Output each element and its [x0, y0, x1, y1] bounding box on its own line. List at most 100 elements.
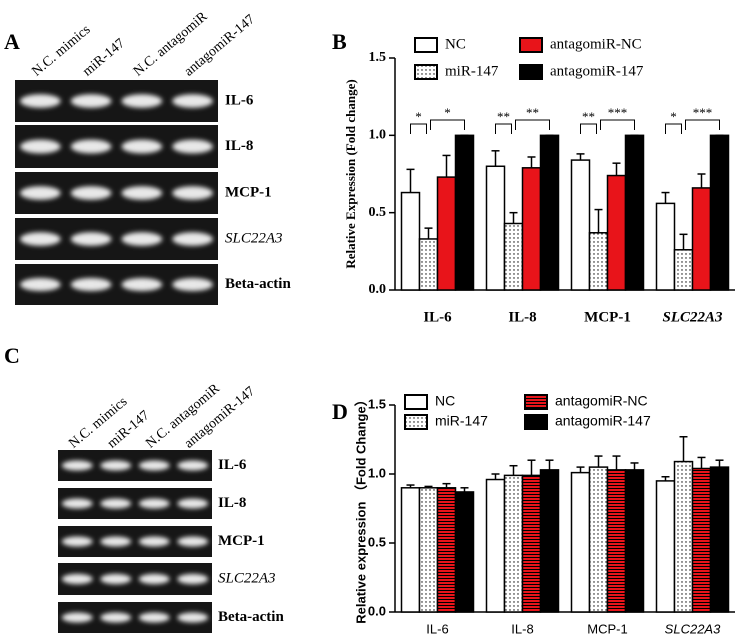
- y-tick-label: 1.5: [368, 396, 386, 411]
- bar: [418, 487, 439, 613]
- bar: [691, 467, 712, 613]
- significance-bracket: [515, 119, 550, 130]
- bar: [624, 134, 645, 291]
- legend-swatch: [519, 64, 543, 80]
- panel-label: D: [332, 399, 348, 424]
- significance-label: **: [582, 109, 595, 124]
- gel-band: [70, 232, 112, 246]
- bar: [454, 134, 475, 291]
- x-tick-label: MCP-1: [587, 621, 627, 636]
- legend-label: NC: [435, 393, 455, 409]
- significance-bracket: [600, 119, 635, 130]
- y-tick-label: 0.5: [368, 534, 386, 549]
- x-tick-label: SLC22A3: [665, 621, 721, 636]
- legend-swatch: [404, 394, 428, 410]
- gel-band: [172, 94, 213, 108]
- bar: [539, 134, 560, 291]
- significance-bracket: [685, 119, 720, 130]
- bar: [570, 471, 591, 613]
- gene-label: SLC22A3: [225, 230, 283, 246]
- x-tick-label: IL-6: [423, 309, 452, 325]
- gel-band: [20, 94, 61, 108]
- gene-label: IL-6: [218, 457, 247, 473]
- bar: [588, 232, 609, 291]
- bar: [521, 167, 542, 291]
- gel-band: [177, 536, 209, 547]
- bar: [709, 134, 730, 291]
- legend-swatch: [414, 37, 438, 53]
- bar: [418, 238, 439, 291]
- gel-band: [121, 186, 163, 200]
- gel-band: [100, 498, 132, 509]
- bar: [691, 187, 712, 291]
- legend-label: antagomiR-147: [550, 63, 644, 79]
- bar: [673, 249, 694, 291]
- gel-band: [138, 498, 170, 509]
- gel-band: [20, 186, 61, 200]
- panel-label: C: [4, 343, 20, 368]
- legend-label: antagomiR-147: [555, 413, 651, 429]
- gel-band: [100, 536, 132, 547]
- y-tick-label: 0.0: [368, 603, 386, 618]
- significance-bracket: [665, 123, 682, 134]
- gel-band: [70, 94, 112, 108]
- significance-bracket: [410, 123, 427, 134]
- significance-bracket: [580, 123, 597, 134]
- significance-label: *: [444, 105, 451, 120]
- gene-label: IL-8: [225, 138, 253, 154]
- gel-band: [20, 232, 61, 246]
- y-tick-label: 1.0: [369, 128, 387, 143]
- y-tick-label: 0.0: [369, 282, 387, 297]
- bar: [606, 469, 627, 613]
- gel-band: [121, 139, 163, 154]
- gene-label: MCP-1: [225, 184, 272, 200]
- gel-band: [172, 277, 213, 292]
- gel-band: [20, 277, 61, 292]
- gel-band: [172, 186, 213, 200]
- gel-band: [177, 460, 209, 471]
- gel-band: [121, 232, 163, 246]
- significance-bracket: [495, 123, 512, 134]
- bar: [521, 474, 542, 613]
- gel-band: [20, 139, 61, 154]
- legend-swatch: [524, 414, 548, 430]
- gene-label: IL-8: [218, 495, 246, 511]
- gel-band: [61, 573, 93, 585]
- gene-label: Beta-actin: [218, 609, 284, 625]
- bar: [485, 478, 506, 613]
- gel-band: [172, 232, 213, 246]
- bar: [673, 460, 694, 613]
- gel-band: [177, 612, 209, 623]
- y-axis-title: Relative Expression (Fold change): [343, 79, 358, 268]
- legend-label: miR-147: [445, 63, 499, 79]
- bar: [503, 222, 524, 291]
- significance-label: **: [497, 109, 510, 124]
- legend-swatch: [519, 37, 543, 53]
- bar: [503, 474, 524, 613]
- gel-band: [121, 277, 163, 292]
- gel-band: [61, 498, 93, 509]
- y-tick-label: 0.5: [369, 205, 387, 220]
- bar: [539, 469, 560, 613]
- gel-band: [138, 536, 170, 547]
- x-tick-label: SLC22A3: [662, 309, 723, 325]
- bar: [655, 480, 676, 613]
- bar: [454, 491, 475, 613]
- gel-band: [138, 612, 170, 623]
- gel-band: [61, 460, 93, 471]
- bar: [436, 487, 457, 613]
- bar: [606, 174, 627, 291]
- y-tick-label: 1.0: [368, 465, 386, 480]
- gel-band: [177, 498, 209, 509]
- bar: [436, 176, 457, 291]
- gel-band: [172, 139, 213, 154]
- gene-label: IL-6: [225, 92, 254, 108]
- gel-band: [100, 573, 132, 585]
- gel-band: [100, 460, 132, 471]
- gel-band: [70, 277, 112, 292]
- bar: [400, 487, 421, 613]
- gene-label: MCP-1: [218, 533, 265, 549]
- legend-swatch: [524, 394, 548, 410]
- gel-band: [177, 573, 209, 585]
